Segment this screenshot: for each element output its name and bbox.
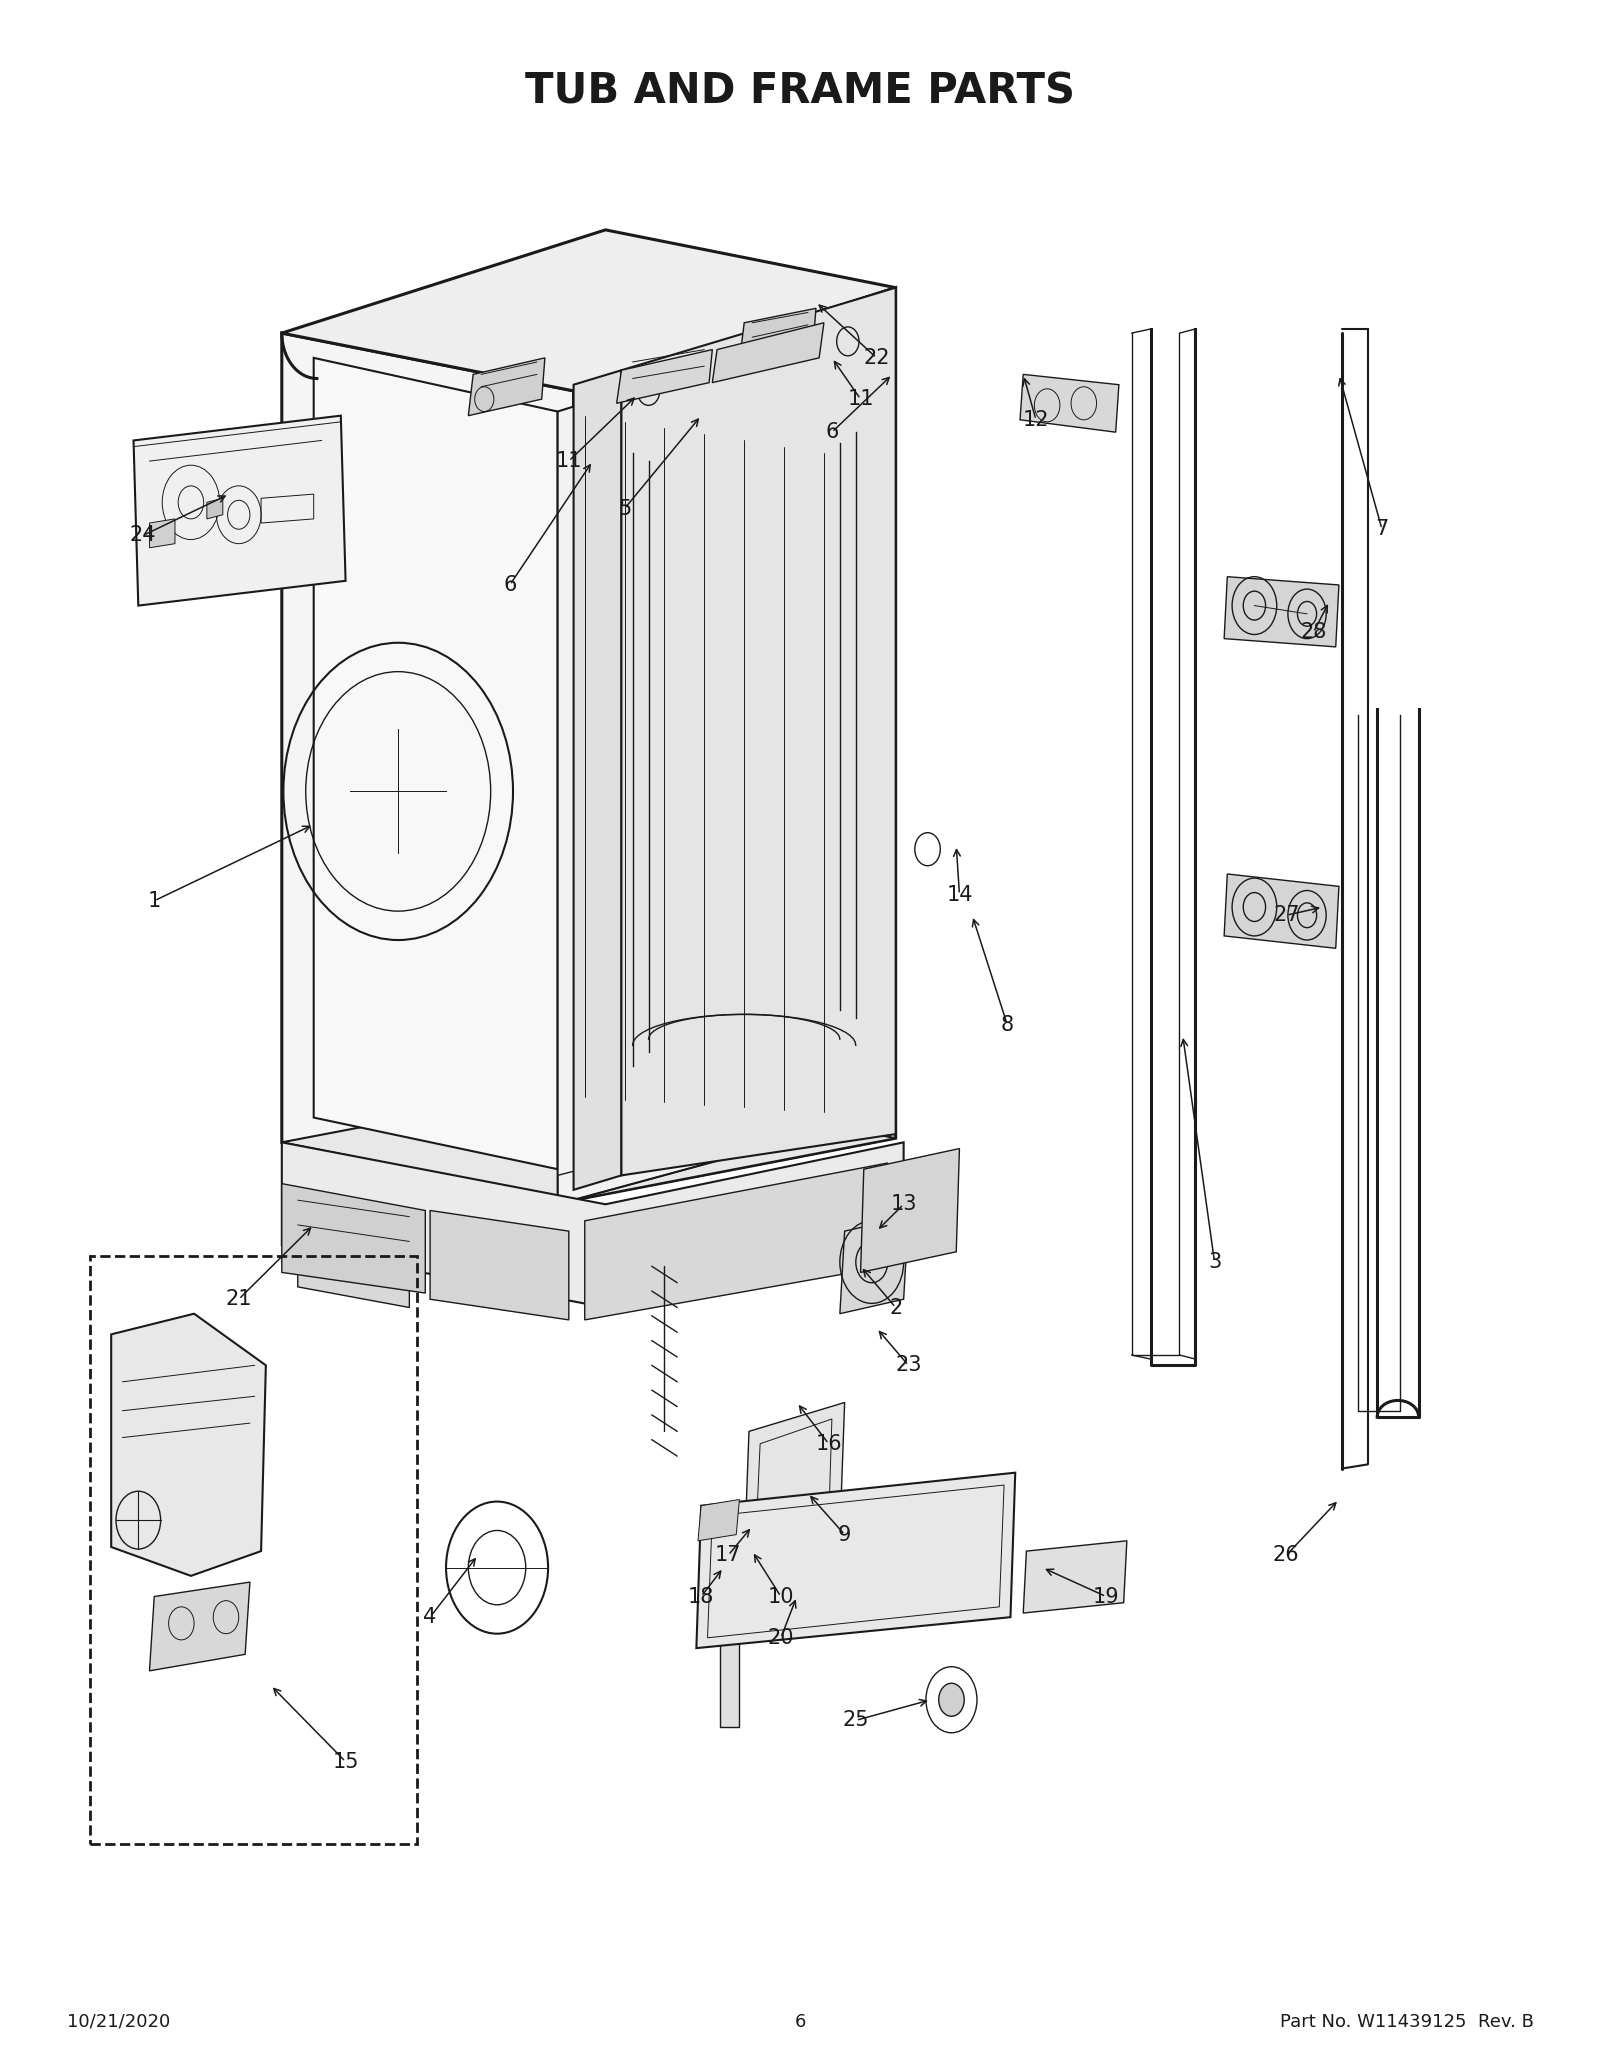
Polygon shape: [1224, 874, 1339, 948]
Polygon shape: [1021, 375, 1118, 433]
Polygon shape: [720, 1596, 739, 1726]
Text: 19: 19: [1093, 1586, 1120, 1606]
Text: 1: 1: [147, 890, 162, 911]
Text: 15: 15: [333, 1751, 358, 1772]
Text: 14: 14: [946, 884, 973, 905]
Polygon shape: [698, 1499, 739, 1540]
Polygon shape: [469, 358, 546, 416]
Text: Part No. W11439125  Rev. B: Part No. W11439125 Rev. B: [1280, 2012, 1533, 2031]
Polygon shape: [206, 499, 222, 520]
Polygon shape: [110, 1314, 266, 1575]
Text: 8: 8: [1000, 1014, 1014, 1035]
Text: 22: 22: [864, 348, 890, 368]
Polygon shape: [282, 333, 573, 1176]
Text: 25: 25: [843, 1710, 869, 1731]
Polygon shape: [573, 288, 896, 1201]
Polygon shape: [1224, 578, 1339, 648]
Bar: [91, 1256, 418, 1844]
Text: TUB AND FRAME PARTS: TUB AND FRAME PARTS: [525, 70, 1075, 112]
Polygon shape: [430, 1211, 570, 1321]
Text: 3: 3: [1208, 1252, 1221, 1273]
Polygon shape: [1024, 1540, 1126, 1613]
Polygon shape: [558, 317, 861, 1205]
Text: 10: 10: [768, 1586, 794, 1606]
Polygon shape: [616, 350, 712, 404]
Text: 27: 27: [1274, 905, 1299, 925]
Text: 6: 6: [826, 422, 838, 443]
Text: 7: 7: [1376, 520, 1389, 538]
Text: 24: 24: [130, 526, 157, 544]
Text: 21: 21: [226, 1290, 253, 1308]
Polygon shape: [861, 1149, 960, 1273]
Text: 4: 4: [424, 1606, 437, 1627]
Polygon shape: [282, 1184, 426, 1294]
Polygon shape: [149, 520, 174, 549]
Polygon shape: [739, 308, 816, 362]
Text: 13: 13: [890, 1194, 917, 1215]
Polygon shape: [298, 1205, 410, 1308]
Text: 6: 6: [794, 2012, 806, 2031]
Polygon shape: [282, 230, 896, 391]
Polygon shape: [282, 1143, 904, 1308]
Text: 12: 12: [1022, 410, 1050, 431]
Text: 6: 6: [502, 575, 517, 594]
Circle shape: [720, 1584, 739, 1608]
Text: 10/21/2020: 10/21/2020: [67, 2012, 170, 2031]
Polygon shape: [744, 1403, 845, 1561]
Text: 5: 5: [618, 499, 632, 520]
Polygon shape: [314, 358, 558, 1170]
Text: 18: 18: [688, 1586, 714, 1606]
Polygon shape: [840, 1217, 909, 1314]
Polygon shape: [149, 1581, 250, 1670]
Text: 26: 26: [1274, 1544, 1299, 1565]
Text: 9: 9: [838, 1526, 851, 1544]
Polygon shape: [696, 1472, 1016, 1648]
Polygon shape: [712, 323, 824, 383]
Text: 2: 2: [890, 1298, 902, 1317]
Text: 20: 20: [768, 1627, 794, 1648]
Text: 17: 17: [715, 1544, 741, 1565]
Text: 28: 28: [1301, 623, 1326, 642]
Text: 11: 11: [555, 451, 582, 472]
Polygon shape: [282, 1081, 896, 1201]
Text: 11: 11: [848, 389, 874, 410]
Polygon shape: [573, 371, 621, 1190]
Polygon shape: [584, 1163, 888, 1321]
Circle shape: [939, 1683, 965, 1716]
Text: 16: 16: [816, 1435, 842, 1453]
Polygon shape: [133, 416, 346, 607]
Polygon shape: [621, 288, 896, 1176]
Text: 23: 23: [894, 1356, 922, 1374]
